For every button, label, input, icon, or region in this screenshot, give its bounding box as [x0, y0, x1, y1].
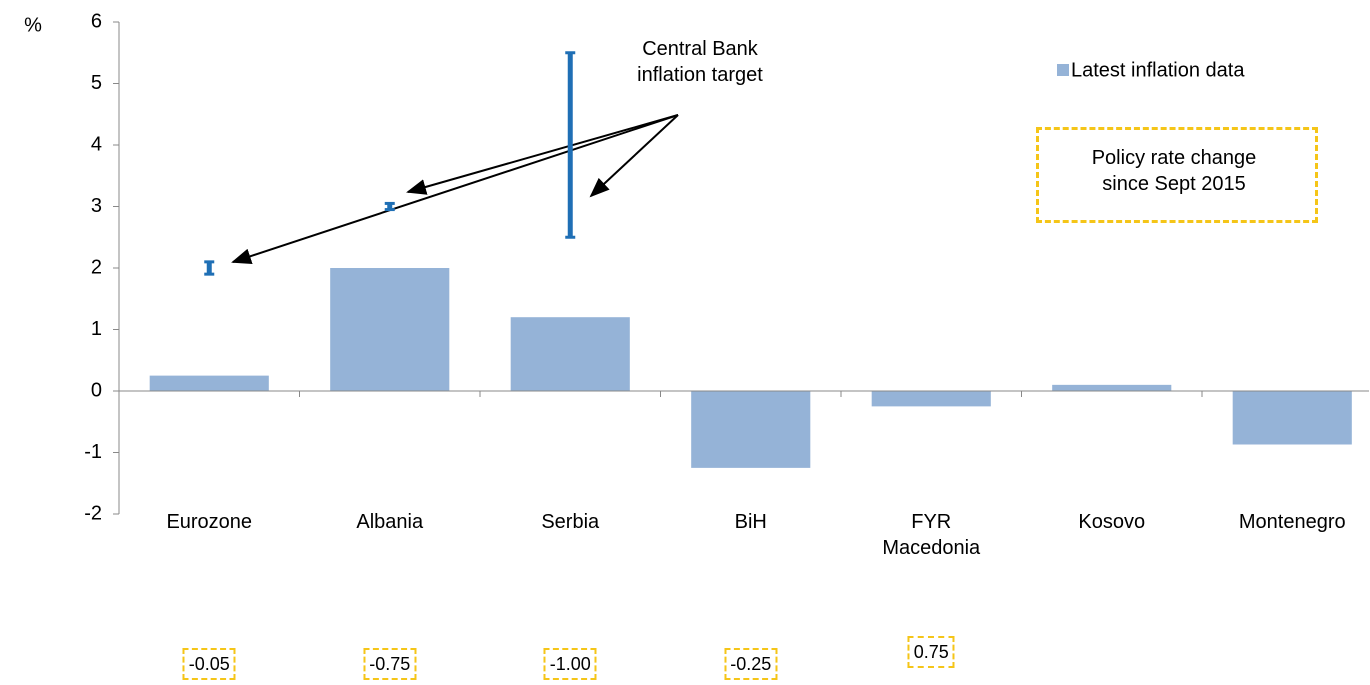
policy-rate-label: -0.05	[182, 648, 236, 680]
y-tick-label: 5	[91, 72, 102, 94]
y-tick-label: 2	[91, 256, 102, 278]
y-axis-label: %	[24, 14, 42, 36]
bar	[1232, 391, 1352, 445]
policy-rate-label: -1.00	[543, 648, 597, 680]
policy-title: Policy rate change since Sept 2015	[1091, 147, 1257, 195]
x-tick-label: Kosovo	[1078, 511, 1146, 533]
annotation: Central Bank inflation target	[637, 38, 763, 86]
bar	[330, 268, 450, 391]
policy-rate-label: 0.75	[907, 636, 955, 668]
x-tick-label: Albania	[356, 511, 424, 533]
bar	[510, 317, 630, 391]
y-tick-label: 0	[91, 379, 102, 401]
bar	[871, 391, 991, 407]
y-tick-label: -1	[84, 441, 102, 463]
x-tick-label: BiH	[734, 511, 767, 533]
x-tick-label: Montenegro	[1238, 511, 1346, 533]
x-tick-label: FYR Macedonia	[882, 511, 981, 559]
bar	[691, 391, 811, 468]
y-tick-label: 1	[91, 318, 102, 340]
x-tick-label: Eurozone	[166, 511, 253, 533]
y-tick-label: -2	[84, 502, 102, 524]
y-tick-label: 4	[91, 133, 102, 155]
legend-swatch	[1057, 64, 1069, 76]
annotation-arrows	[231, 114, 679, 264]
legend-label: Latest inflation data	[1071, 59, 1245, 81]
x-tick-label: Serbia	[541, 511, 600, 533]
y-tick-label: 6	[91, 10, 102, 32]
policy-box	[1036, 127, 1318, 223]
policy-rate-label: -0.75	[363, 648, 417, 680]
bar	[1052, 384, 1172, 391]
policy-rate-label: -0.25	[724, 648, 778, 680]
y-tick-label: 3	[91, 195, 102, 217]
bar	[149, 375, 269, 391]
